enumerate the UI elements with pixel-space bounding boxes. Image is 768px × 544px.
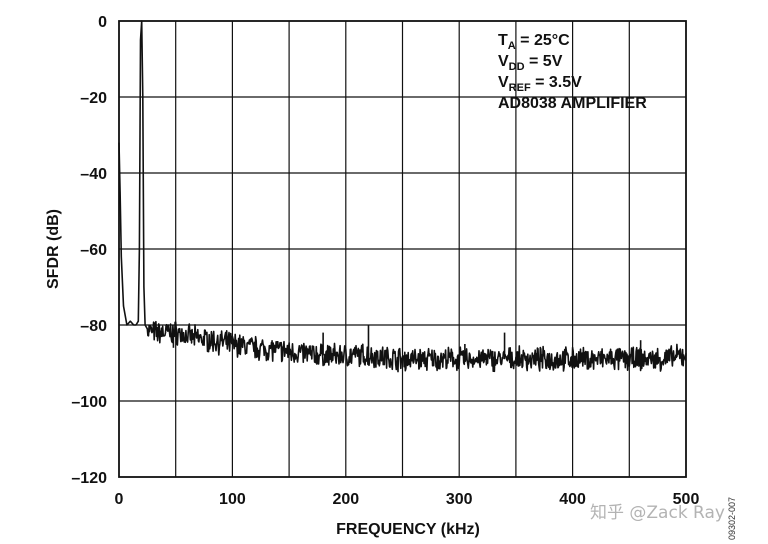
y-tick-label: –20: [80, 90, 107, 107]
y-tick-label: –100: [71, 394, 107, 411]
x-tick-labels: 0 100 200 300 400 500: [115, 491, 700, 508]
x-tick-label: 200: [332, 491, 359, 508]
plot-frame: [118, 20, 687, 478]
y-tick-label: –60: [80, 242, 107, 259]
x-tick-label: 100: [219, 491, 246, 508]
y-axis-title: SFDR (dB): [45, 209, 62, 289]
annotation-block: TA = 25°C VDD = 5V VREF = 3.5V AD8038 AM…: [498, 32, 647, 112]
y-tick-label: –120: [71, 470, 107, 487]
y-tick-label: –80: [80, 318, 107, 335]
x-axis-title: FREQUENCY (kHz): [336, 521, 480, 538]
y-tick-label: –40: [80, 166, 107, 183]
annotation-amplifier: AD8038 AMPLIFIER: [498, 95, 647, 112]
grid: [119, 21, 686, 477]
series-line-sfdr: [118, 20, 687, 373]
annotation-ta: TA = 25°C: [498, 32, 570, 52]
figure-id: 09302-007: [727, 497, 737, 540]
x-tick-label: 400: [559, 491, 586, 508]
annotation-vref: VREF = 3.5V: [498, 74, 582, 94]
watermark: 知乎 @Zack Ray: [590, 503, 725, 523]
y-tick-label: 0: [98, 14, 107, 31]
x-tick-label: 0: [115, 491, 124, 508]
x-tick-label: 500: [673, 491, 700, 508]
x-tick-label: 300: [446, 491, 473, 508]
y-tick-labels: 0 –20 –40 –60 –80 –100 –120: [71, 14, 107, 487]
annotation-vdd: VDD = 5V: [498, 53, 563, 73]
spur-marks: [172, 325, 678, 360]
